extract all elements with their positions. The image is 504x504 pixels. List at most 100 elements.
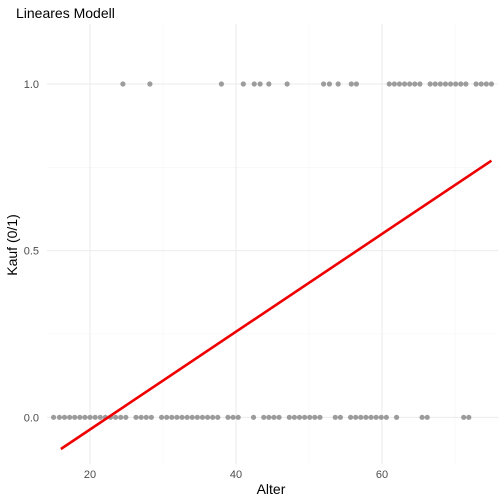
data-point bbox=[56, 414, 63, 420]
data-point bbox=[147, 81, 153, 87]
x-axis-title: Alter bbox=[257, 481, 286, 497]
data-point bbox=[210, 414, 216, 420]
data-point bbox=[97, 414, 103, 420]
x-tick-label: 40 bbox=[230, 469, 242, 481]
data-point bbox=[466, 414, 472, 420]
data-point bbox=[284, 81, 290, 87]
data-point bbox=[353, 81, 360, 87]
data-point bbox=[335, 81, 341, 87]
data-point bbox=[87, 414, 93, 420]
data-point bbox=[307, 414, 313, 420]
regression-line-layer bbox=[60, 159, 493, 451]
data-point bbox=[363, 414, 369, 420]
data-point bbox=[204, 414, 211, 420]
data-point bbox=[407, 81, 413, 87]
data-point bbox=[215, 414, 221, 420]
data-point bbox=[266, 81, 272, 87]
y-tick-labels: 0.0 0.5 1.0 bbox=[24, 79, 39, 424]
data-point bbox=[164, 414, 170, 420]
data-point bbox=[368, 414, 374, 420]
y-tick-label: 0.0 bbox=[24, 412, 39, 424]
data-point bbox=[373, 414, 379, 420]
grid bbox=[47, 24, 498, 464]
data-point bbox=[67, 414, 73, 420]
data-point bbox=[412, 81, 418, 87]
data-point bbox=[391, 81, 397, 87]
data-point bbox=[453, 81, 459, 87]
data-point bbox=[199, 414, 206, 420]
data-point bbox=[133, 414, 139, 420]
data-point bbox=[225, 414, 231, 420]
y-axis-title: Kauf (0/1) bbox=[4, 214, 20, 275]
data-point bbox=[158, 414, 165, 420]
data-point bbox=[261, 414, 267, 420]
regression-line bbox=[60, 159, 493, 451]
data-point bbox=[458, 81, 464, 87]
x-tick-label: 60 bbox=[376, 469, 388, 481]
data-point bbox=[478, 81, 484, 87]
data-point bbox=[189, 414, 195, 420]
data-point bbox=[120, 81, 126, 87]
y-tick-label: 1.0 bbox=[24, 79, 39, 91]
data-point bbox=[461, 414, 467, 420]
data-point bbox=[77, 414, 83, 420]
data-point bbox=[169, 414, 175, 420]
data-point bbox=[417, 81, 423, 87]
data-point bbox=[424, 414, 430, 420]
data-point bbox=[230, 414, 236, 420]
data-point bbox=[358, 414, 364, 420]
data-points bbox=[50, 81, 495, 420]
data-point bbox=[61, 414, 68, 420]
data-point bbox=[383, 414, 389, 420]
data-point bbox=[82, 414, 88, 420]
data-point bbox=[291, 414, 297, 420]
data-point bbox=[174, 414, 180, 420]
data-point bbox=[332, 414, 338, 420]
data-point bbox=[396, 81, 403, 87]
data-point bbox=[235, 414, 241, 420]
data-point bbox=[194, 414, 200, 420]
data-point bbox=[266, 414, 272, 420]
data-point bbox=[296, 414, 303, 420]
data-point bbox=[302, 414, 308, 420]
data-point bbox=[326, 81, 333, 87]
data-point bbox=[240, 81, 246, 87]
data-point bbox=[143, 414, 149, 420]
data-point bbox=[442, 81, 449, 87]
data-point bbox=[463, 81, 469, 87]
data-point bbox=[473, 81, 479, 87]
data-point bbox=[251, 81, 257, 87]
x-tick-labels: 20 40 60 bbox=[84, 469, 388, 481]
data-point bbox=[271, 414, 277, 420]
data-point bbox=[179, 414, 185, 420]
data-point bbox=[218, 81, 225, 87]
y-tick-label: 0.5 bbox=[24, 246, 39, 258]
data-point bbox=[112, 414, 119, 420]
data-point bbox=[393, 414, 400, 420]
data-point bbox=[250, 414, 257, 420]
data-point bbox=[432, 81, 438, 87]
data-point bbox=[320, 81, 327, 87]
data-point bbox=[347, 414, 354, 420]
data-point bbox=[286, 414, 292, 420]
data-point bbox=[118, 414, 124, 420]
data-point bbox=[353, 414, 359, 420]
data-point bbox=[184, 414, 190, 420]
data-point bbox=[419, 414, 425, 420]
data-point bbox=[138, 414, 144, 420]
data-point bbox=[337, 414, 343, 420]
data-point bbox=[378, 414, 384, 420]
data-point bbox=[437, 81, 443, 87]
data-point bbox=[257, 81, 263, 87]
data-point bbox=[148, 414, 154, 420]
data-point bbox=[427, 81, 433, 87]
data-point bbox=[123, 414, 129, 420]
data-point bbox=[92, 414, 98, 420]
data-point bbox=[447, 81, 454, 87]
data-point bbox=[72, 414, 78, 420]
data-point bbox=[483, 81, 489, 87]
data-point bbox=[50, 414, 57, 420]
data-point bbox=[401, 81, 408, 87]
data-point bbox=[312, 414, 318, 420]
data-point bbox=[317, 414, 323, 420]
